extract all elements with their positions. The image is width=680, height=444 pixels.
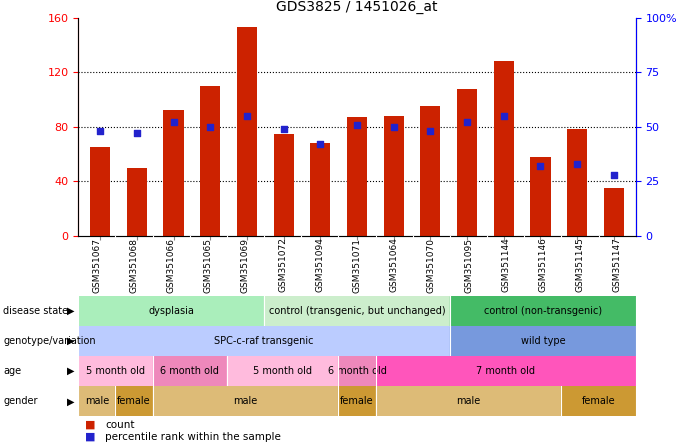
Bar — [375, 356, 636, 386]
Bar — [152, 356, 227, 386]
Bar — [78, 386, 116, 416]
Point — [572, 160, 583, 167]
Point — [278, 125, 289, 132]
Text: 5 month old: 5 month old — [86, 366, 145, 376]
Text: GSM351064: GSM351064 — [390, 238, 398, 293]
Text: female: female — [582, 396, 615, 406]
Bar — [126, 168, 147, 236]
Text: GSM351072: GSM351072 — [278, 238, 287, 293]
Text: control (transgenic, but unchanged): control (transgenic, but unchanged) — [269, 306, 445, 316]
Text: GSM351094: GSM351094 — [316, 238, 324, 293]
Text: GSM351071: GSM351071 — [352, 238, 362, 293]
Bar — [384, 116, 404, 236]
Text: ▶: ▶ — [67, 336, 75, 346]
Text: ▶: ▶ — [67, 396, 75, 406]
Text: ▶: ▶ — [67, 366, 75, 376]
Bar — [347, 117, 367, 236]
Bar — [78, 296, 264, 326]
Point — [535, 163, 546, 170]
Text: 6 month old: 6 month old — [328, 366, 386, 376]
Text: GSM351070: GSM351070 — [427, 238, 436, 293]
Point — [205, 123, 216, 131]
Point — [131, 130, 142, 137]
Point — [352, 121, 362, 128]
Bar — [457, 89, 477, 236]
Text: GSM351066: GSM351066 — [167, 238, 175, 293]
Text: genotype/variation: genotype/variation — [3, 336, 96, 346]
Bar — [530, 157, 551, 236]
Text: 6 month old: 6 month old — [160, 366, 219, 376]
Text: female: female — [117, 396, 151, 406]
Text: GSM351065: GSM351065 — [204, 238, 213, 293]
Bar — [90, 147, 110, 236]
Text: SPC-c-raf transgenic: SPC-c-raf transgenic — [214, 336, 313, 346]
Text: ■: ■ — [85, 420, 95, 430]
Text: GSM351069: GSM351069 — [241, 238, 250, 293]
Text: GSM351145: GSM351145 — [575, 238, 585, 293]
Point — [498, 112, 509, 119]
Text: control (non-transgenic): control (non-transgenic) — [483, 306, 602, 316]
Bar — [567, 130, 588, 236]
Text: count: count — [105, 420, 135, 430]
Text: percentile rank within the sample: percentile rank within the sample — [105, 432, 282, 442]
Point — [462, 119, 473, 126]
Text: ■: ■ — [85, 432, 95, 442]
Text: age: age — [3, 366, 22, 376]
Text: ▶: ▶ — [67, 306, 75, 316]
Bar — [163, 111, 184, 236]
Bar — [375, 386, 562, 416]
Bar — [450, 296, 636, 326]
Bar — [264, 296, 450, 326]
Text: 7 month old: 7 month old — [476, 366, 535, 376]
Text: GSM351147: GSM351147 — [613, 238, 622, 293]
Text: female: female — [340, 396, 374, 406]
Bar — [78, 356, 152, 386]
Point — [168, 119, 179, 126]
Bar — [494, 61, 514, 236]
Bar — [273, 134, 294, 236]
Bar — [78, 326, 450, 356]
Point — [241, 112, 252, 119]
Text: gender: gender — [3, 396, 38, 406]
Text: GSM351068: GSM351068 — [129, 238, 139, 293]
Bar — [339, 386, 375, 416]
Bar — [237, 27, 257, 236]
Text: GSM351095: GSM351095 — [464, 238, 473, 293]
Text: wild type: wild type — [521, 336, 565, 346]
Text: male: male — [85, 396, 109, 406]
Text: male: male — [233, 396, 258, 406]
Point — [315, 141, 326, 148]
Text: dysplasia: dysplasia — [148, 306, 194, 316]
Point — [609, 171, 619, 178]
Bar — [420, 106, 441, 236]
Text: male: male — [456, 396, 481, 406]
Text: GSM351067: GSM351067 — [92, 238, 101, 293]
Bar — [339, 356, 375, 386]
Text: 5 month old: 5 month old — [253, 366, 312, 376]
Point — [95, 127, 105, 135]
Bar — [604, 188, 624, 236]
Bar — [450, 326, 636, 356]
Bar — [116, 386, 152, 416]
Bar — [152, 386, 339, 416]
Bar — [562, 386, 636, 416]
Bar — [200, 86, 220, 236]
Title: GDS3825 / 1451026_at: GDS3825 / 1451026_at — [276, 0, 438, 14]
Text: GSM351144: GSM351144 — [501, 238, 510, 292]
Text: disease state: disease state — [3, 306, 69, 316]
Text: GSM351146: GSM351146 — [539, 238, 547, 293]
Point — [425, 127, 436, 135]
Bar — [310, 143, 330, 236]
Bar — [227, 356, 339, 386]
Point — [388, 123, 399, 131]
